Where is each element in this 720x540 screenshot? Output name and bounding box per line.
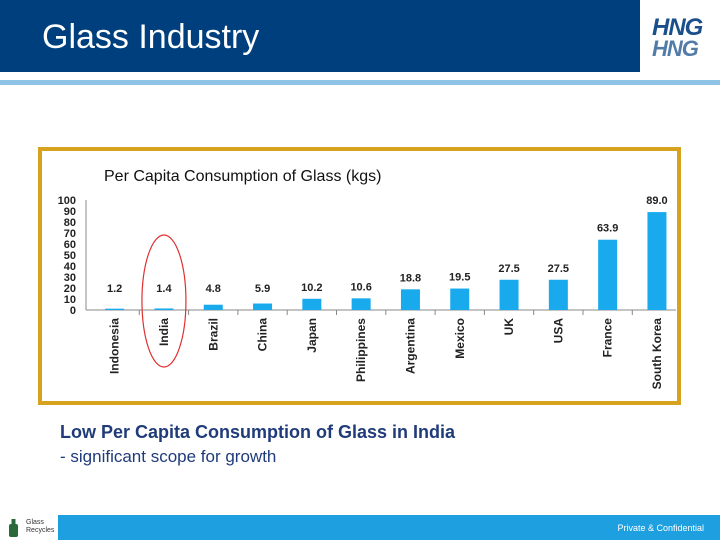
y-tick-label: 80 (64, 217, 76, 229)
header-bar: Glass Industry (0, 0, 640, 72)
recycle-logo: Glass Recycles (0, 515, 58, 540)
category-label: India (157, 318, 171, 346)
highlight-oval (141, 234, 187, 368)
summary-heading: Low Per Capita Consumption of Glass in I… (60, 422, 456, 442)
header-divider (0, 80, 720, 85)
data-label: 1.2 (107, 283, 122, 295)
data-label: 18.8 (400, 272, 421, 284)
category-label: UK (502, 318, 516, 336)
y-tick-label: 30 (64, 272, 76, 284)
bar (647, 212, 667, 310)
category-label: Mexico (453, 318, 467, 359)
y-tick-label: 10 (64, 294, 76, 306)
bar (154, 308, 174, 310)
bar (253, 303, 273, 310)
data-label: 89.0 (646, 195, 667, 207)
y-tick-label: 50 (64, 250, 76, 262)
data-label: 10.6 (350, 281, 371, 293)
category-label: Brazil (206, 318, 220, 351)
bar (400, 289, 420, 310)
data-label: 10.2 (301, 282, 322, 294)
data-label: 5.9 (255, 283, 270, 295)
data-label: 4.8 (206, 283, 221, 295)
category-label: China (256, 318, 270, 352)
bar (499, 279, 519, 310)
page-title: Glass Industry (42, 18, 260, 56)
recycle-logo-text: Glass Recycles (26, 519, 55, 534)
bar (450, 288, 470, 310)
category-label: Japan (305, 318, 319, 353)
data-label: 63.9 (597, 223, 618, 235)
y-tick-label: 90 (64, 206, 76, 218)
bar (203, 304, 223, 310)
y-tick-label: 70 (64, 228, 76, 240)
summary-subtext: - significant scope for growth (60, 447, 277, 466)
category-label: Argentina (403, 318, 417, 374)
bar (351, 298, 371, 310)
data-label: 1.4 (156, 283, 172, 295)
category-label: Indonesia (108, 318, 122, 374)
bar (302, 298, 322, 310)
company-logo: HNG HNG (640, 0, 720, 72)
y-tick-label: 60 (64, 239, 76, 251)
y-tick-label: 20 (64, 283, 76, 295)
bar (548, 279, 568, 310)
category-label: South Korea (650, 318, 664, 390)
chart-title: Per Capita Consumption of Glass (kgs) (104, 168, 381, 185)
y-tick-label: 40 (64, 261, 76, 273)
category-label: USA (551, 318, 565, 344)
data-label: 27.5 (498, 263, 519, 275)
footer-bar: Glass Recycles Private & Confidential (0, 515, 720, 540)
y-tick-label: 0 (70, 305, 76, 317)
logo-text-top: HNG (652, 14, 703, 41)
category-label: France (601, 318, 615, 358)
chart-frame: Per Capita Consumption of Glass (kgs) 0 10… (38, 147, 681, 405)
bar (598, 239, 618, 310)
bottle-icon (9, 519, 18, 537)
data-label: 19.5 (449, 272, 470, 284)
confidential-label: Private & Confidential (617, 523, 704, 533)
category-label: Philippines (354, 318, 368, 382)
data-label: 27.5 (548, 263, 569, 275)
logo-text-bottom: HNG (652, 36, 699, 61)
bar-chart: Per Capita Consumption of Glass (kgs)010… (58, 168, 676, 390)
bar (105, 308, 125, 310)
y-tick-label: 100 (58, 195, 76, 207)
